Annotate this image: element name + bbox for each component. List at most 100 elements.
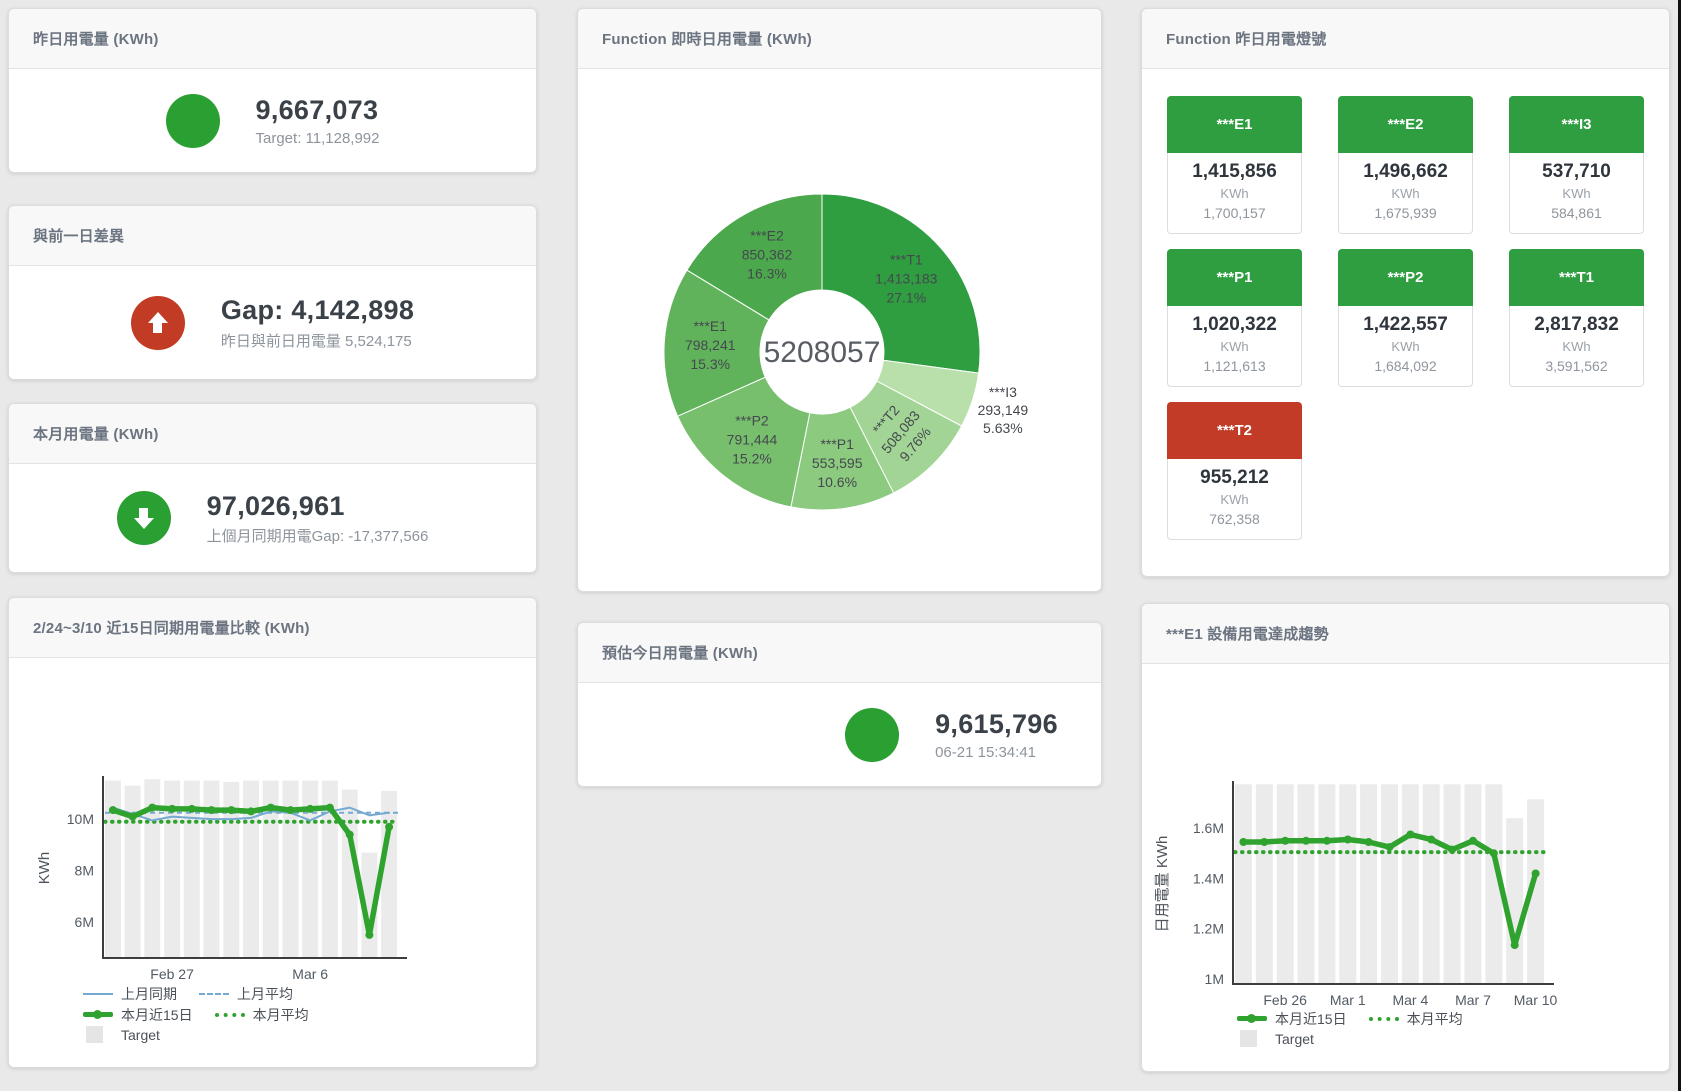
target-bar <box>1381 784 1398 984</box>
series-point <box>306 804 315 813</box>
tile-unit: KWh <box>1562 186 1591 201</box>
target-bar <box>262 780 279 958</box>
panel-title: 2/24~3/10 近15日同期用電量比較 (KWh) <box>33 620 310 637</box>
series-point <box>1448 845 1457 854</box>
legend-item-Target[interactable]: Target <box>1237 1030 1314 1047</box>
target-bar <box>1297 784 1315 984</box>
card-today-estimate: 預估今日用電量 (KWh) 9,615,796 06-21 15:34:41 <box>577 622 1102 787</box>
legend-label: 上月平均 <box>237 986 293 1002</box>
y-tick-label: 1.2M <box>1193 921 1224 937</box>
panel-title: 與前一日差異 <box>33 228 125 245</box>
x-tick-label: Mar 7 <box>1455 992 1491 1008</box>
target-bar <box>164 780 181 958</box>
series-point <box>1510 941 1519 950</box>
series-point <box>1427 835 1436 844</box>
card-realtime-donut: Function 即時日用電量 (KWh) ***T1 1,413,183 27.1… <box>577 8 1102 592</box>
tile-unit: KWh <box>1220 186 1249 201</box>
legend-item-本月近15日[interactable]: 本月近15日 <box>1237 1009 1347 1029</box>
arrow-up-circle-icon <box>130 295 185 350</box>
donut-slice-T1[interactable] <box>821 193 981 374</box>
window-scrollbar[interactable] <box>1678 0 1681 1091</box>
light-tile-T2: ***T2 955,212 KWh 762,358 <box>1167 402 1302 540</box>
tile-unit: KWh <box>1391 186 1420 201</box>
tile-body: 2,817,832 KWh 3,591,562 <box>1509 306 1644 387</box>
stat-value: 9,615,796 <box>935 709 1058 740</box>
target-bar <box>223 781 240 958</box>
card-day-gap: 與前一日差異 Gap: 4,142,898 昨日與前日用電量 5,524,175 <box>8 205 537 380</box>
target-bar <box>144 779 161 958</box>
compare-chart-legend: 上月同期 上月平均本月近15日 本月平均 Target <box>83 982 331 1048</box>
status-circle-icon <box>845 707 900 762</box>
y-tick-label: 6M <box>75 914 94 930</box>
x-tick-label: Mar 1 <box>1330 992 1366 1008</box>
series-point <box>108 806 117 815</box>
legend-item-本月近15日[interactable]: 本月近15日 <box>83 1005 193 1025</box>
target-bar <box>282 780 299 958</box>
tile-unit: KWh <box>1562 339 1591 354</box>
series-point <box>325 803 334 812</box>
y-axis-title: 日用電量 KWh <box>1154 836 1171 933</box>
x-tick-label: Mar 10 <box>1514 992 1558 1008</box>
series-point <box>1531 869 1540 878</box>
target-bar <box>1255 784 1273 984</box>
legend-label: 本月近15日 <box>121 1006 193 1023</box>
target-bar <box>381 790 398 958</box>
tile-target: 3,591,562 <box>1545 358 1608 374</box>
series-point <box>128 812 137 821</box>
target-bar <box>1339 784 1357 984</box>
e1-trend-chart: 1M 1.2M 1.4M 1.6M Feb 26 Mar 1 Mar 4 Mar 7 Mar 1… <box>1154 781 1558 1008</box>
tile-body: 1,415,856 KWh 1,700,157 <box>1167 153 1302 234</box>
series-point <box>1489 849 1498 858</box>
donut-slice-label: ***P1 553,595 10.6% <box>812 436 863 490</box>
legend-item-Target[interactable]: Target <box>83 1026 160 1043</box>
legend-item-本月平均[interactable]: 本月平均 <box>214 1005 309 1025</box>
target-bar <box>1276 784 1294 984</box>
light-tile-E1: ***E1 1,415,856 KWh 1,700,157 <box>1167 96 1302 234</box>
legend-item-上月同期[interactable]: 上月同期 <box>83 984 177 1004</box>
series-point <box>207 806 216 815</box>
panel-title: ***E1 設備用電達成趨勢 <box>1166 626 1329 643</box>
tile-status-header: ***P2 <box>1338 249 1473 306</box>
donut-slice-E1[interactable] <box>663 269 770 417</box>
target-bar <box>1318 784 1336 984</box>
x-tick-label: Mar 6 <box>292 966 328 982</box>
tile-status-header: ***I3 <box>1509 96 1644 153</box>
legend-item-上月平均[interactable]: 上月平均 <box>199 984 293 1004</box>
panel-title: 昨日用電量 (KWh) <box>33 31 159 48</box>
donut-slice-label: ***E2 850,362 16.3% <box>742 227 793 281</box>
donut-center-total: 5208057 <box>764 336 881 369</box>
donut-slice-label: ***P2 791,444 15.2% <box>727 412 778 466</box>
target-bar <box>361 852 378 958</box>
series-point <box>345 830 354 839</box>
tile-target: 1,675,939 <box>1374 205 1437 221</box>
series-point <box>1322 836 1331 845</box>
panel-title: 預估今日用電量 (KWh) <box>602 645 758 662</box>
donut-slice-label: ***I3 293,149 5.63% <box>978 384 1029 436</box>
target-bar <box>1234 784 1252 984</box>
target-bar <box>183 780 200 958</box>
tile-target: 1,700,157 <box>1203 205 1266 221</box>
legend-item-本月平均[interactable]: 本月平均 <box>1368 1009 1463 1029</box>
donut-slice-E2[interactable] <box>686 193 823 321</box>
tile-status-header: ***E1 <box>1167 96 1302 153</box>
stat-value: 97,026,961 <box>206 490 345 521</box>
target-bar <box>203 780 220 958</box>
panel-header: 與前一日差異 <box>9 206 536 266</box>
tile-value: 955,212 <box>1200 467 1269 488</box>
legend-swatch <box>199 993 229 995</box>
card-yesterday-usage: 昨日用電量 (KWh) 9,667,073 Target: 11,128,992 <box>8 8 537 173</box>
tile-value: 2,817,832 <box>1534 314 1619 335</box>
donut-slice-P2[interactable] <box>676 376 811 508</box>
light-tile-E2: ***E2 1,496,662 KWh 1,675,939 <box>1338 96 1473 234</box>
x-tick-label: Mar 4 <box>1392 992 1428 1008</box>
realtime-usage-donut: ***T1 1,413,183 27.1%***I3 293,149 5.63%***T… <box>663 193 1029 511</box>
tile-body: 537,710 KWh 584,861 <box>1509 153 1644 234</box>
y-axis-title: KWh <box>36 852 53 885</box>
tile-status-header: ***E2 <box>1338 96 1473 153</box>
series-point <box>266 803 275 812</box>
series-point <box>286 806 295 815</box>
x-tick-label: Feb 26 <box>1263 992 1307 1008</box>
legend-swatch <box>1368 1017 1399 1021</box>
target-bar <box>1422 784 1440 984</box>
series-point <box>1364 838 1373 846</box>
